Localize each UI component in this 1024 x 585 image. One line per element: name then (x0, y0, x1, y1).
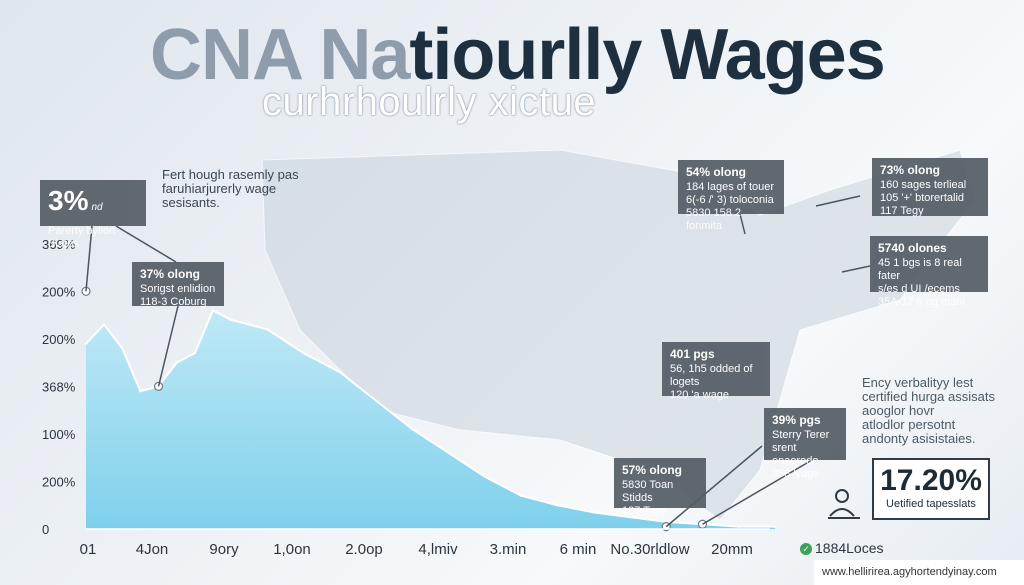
data-point (519, 494, 523, 497)
chart-title: CNA Natiourlly Wages (150, 14, 886, 96)
leader-line (157, 305, 179, 387)
data-point (266, 328, 269, 331)
data-point (229, 318, 233, 322)
leader-line (115, 225, 177, 263)
data-point (84, 342, 88, 345)
note-left: Fert hough rasemly pas faruhiarjurerly w… (162, 167, 299, 210)
chart-title-faded: CNA Na (150, 15, 410, 95)
data-point (338, 370, 342, 374)
y-tick-label: 200% (42, 332, 76, 347)
callout-54pct: 54% olong 184 lages of touer 6(-6 /' 3) … (678, 160, 784, 232)
data-point (139, 389, 142, 393)
area-fill (86, 310, 775, 529)
brand-label: ✓ 1884Loces (800, 540, 884, 556)
leader-line (702, 459, 813, 525)
chart-subtitle: curhrhoulrly xictue (262, 80, 597, 124)
callout-heading: 39% pgs (772, 413, 821, 427)
data-point (628, 515, 632, 519)
x-tick-label: 9ory (209, 541, 239, 558)
data-point (447, 451, 450, 455)
callout-body: 45 1 bgs is 8 real fater s/es d UI /ecem… (878, 257, 965, 308)
callout-3pct: 3% nd Parerty bylion Siates (40, 180, 146, 250)
callout-heading: 3% nd (48, 185, 103, 216)
callout-heading: 73% olong (880, 163, 941, 177)
callout-37pct: 37% olong Sorigst enlidion 118-3 Coburg (132, 262, 224, 308)
callout-body: Sterry Terer srent enaorodo 358 'vage (772, 429, 830, 480)
x-tick-label: 20mm (711, 541, 753, 558)
x-tick-label: 3.min (490, 541, 527, 558)
y-tick-label: 200% (42, 474, 76, 489)
callout-body: Sorigst enlidion 118-3 Coburg (140, 283, 216, 308)
data-point (374, 399, 378, 402)
callout-heading: 54% olong (686, 165, 747, 179)
data-point (211, 309, 215, 312)
callout-401: 401 pgs 56, 1h5 odded of logets 120 'a w… (662, 342, 770, 401)
leader-line (665, 445, 763, 528)
callout-73pct: 73% olong 160 sages terlieal 105 '+' bto… (872, 158, 988, 217)
x-tick-label: No.30rldlow (610, 541, 689, 558)
callout-5740: 5740 olones 45 1 bgs is 8 real fater s/e… (870, 236, 988, 308)
data-point (302, 351, 305, 355)
callout-heading: 401 pgs (670, 347, 715, 361)
leader-line (841, 265, 871, 273)
y-tick-label: 368% (42, 379, 76, 394)
y-tick-label: 200% (42, 284, 76, 299)
data-point (175, 361, 178, 364)
stat-box: 17.20% Uetified tapesslats (872, 458, 990, 520)
leader-line (739, 213, 746, 235)
callout-body: 56, 1h5 odded of logets 120 'a wage (670, 363, 753, 401)
data-point (102, 323, 106, 326)
data-point (193, 351, 196, 355)
x-tick-label: 2.0op (345, 541, 383, 558)
x-tick-label: 4,lmiv (418, 541, 458, 558)
x-tick-label: 4Jon (136, 541, 169, 558)
callout-body: 160 sages terlieal 105 '+' btorertalid 1… (880, 179, 967, 217)
brand-text: 1884Loces (815, 540, 884, 556)
note-right: Ency verbalityy lest certified hurga ass… (862, 375, 995, 446)
x-tick-label: 1,0on (273, 541, 311, 558)
leader-line (815, 195, 861, 207)
y-tick-label: 0 (42, 522, 49, 537)
assistant-icon (828, 489, 860, 519)
data-point (483, 475, 487, 478)
stat-label: Uetified tapesslats (886, 498, 976, 510)
data-point (121, 347, 124, 350)
footer-url[interactable]: www.hellirirea.agyhortendyinay.com (814, 560, 1024, 585)
callout-57pct: 57% olong 5830 Toan Stidds 187 Tegy (614, 458, 706, 517)
data-point (411, 427, 414, 431)
x-tick-label: 6 min (560, 541, 597, 558)
leader-lines (85, 195, 871, 528)
callout-heading: 5740 olones (878, 241, 947, 255)
callout-heading: 57% olong (622, 463, 683, 477)
stat-value: 17.20% (880, 464, 982, 497)
y-tick-label: 100% (42, 427, 76, 442)
callout-heading: 37% olong (140, 267, 201, 281)
data-point (592, 511, 595, 514)
callout-body: 184 lages of touer 6(-6 /' 3) toloconia … (686, 181, 775, 232)
x-axis-tick-labels: 01 4Jon 9ory 1,0on 2.0op 4,lmiv 3.min 6 min No.3… (80, 541, 753, 558)
brand-logo-icon: ✓ (800, 543, 812, 556)
x-tick-label: 01 (80, 541, 97, 558)
callout-body: 5830 Toan Stidds 187 Tegy (622, 479, 674, 517)
y-tick-label: 369% (42, 237, 76, 252)
callout-body: Parerty bylion Siates (48, 225, 116, 250)
data-point (737, 525, 740, 528)
callout-39pct: 39% pgs Sterry Terer srent enaorodo 358 … (764, 408, 846, 480)
data-point (773, 525, 777, 528)
chart-title-main: tiourlly Wages (409, 15, 885, 95)
data-point (556, 504, 559, 507)
leader-line (85, 225, 93, 292)
y-axis-tick-labels: 0 200% 100% 368% 200% 200% 369% (42, 237, 76, 537)
